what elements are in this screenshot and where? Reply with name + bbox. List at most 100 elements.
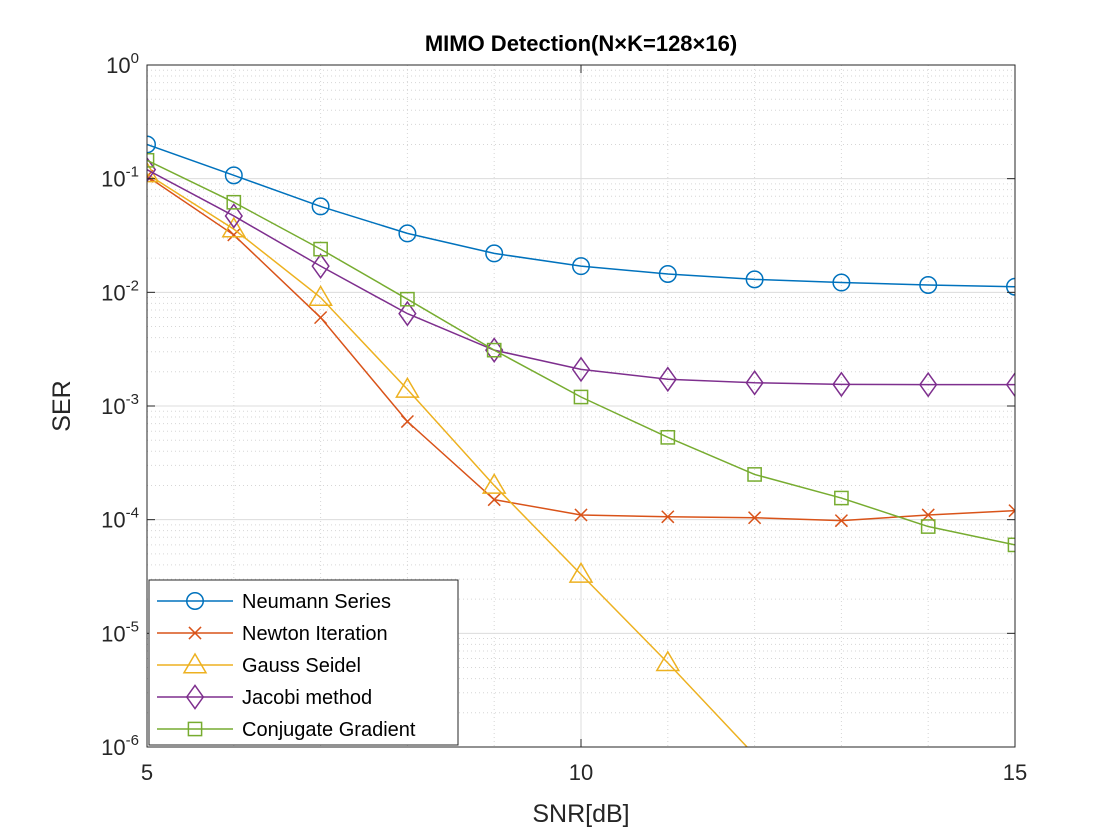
legend-item-newton-iteration: Newton Iteration: [157, 623, 388, 645]
data-point: [486, 342, 502, 358]
data-point: [1006, 277, 1015, 296]
data-point: [574, 508, 588, 522]
data-point: [1005, 371, 1015, 398]
data-point: [661, 510, 675, 524]
data-point: [182, 652, 208, 674]
data-point: [658, 366, 677, 393]
data-point: [832, 371, 851, 398]
data-point: [745, 270, 764, 289]
series-line: [147, 143, 1015, 288]
data-point: [655, 650, 681, 672]
legend: Neumann Series Newton Iteration Gauss Seid…: [148, 579, 459, 746]
series-line: [147, 173, 749, 747]
series-conjugate-gradient: [147, 152, 1015, 553]
x-axis-label: SNR[dB]: [532, 800, 629, 828]
data-point: [400, 291, 415, 307]
data-point: [1007, 537, 1015, 553]
data-point: [919, 371, 938, 398]
grid: [146, 64, 1016, 748]
data-point: [221, 216, 247, 238]
series-newton-iteration: [147, 169, 1015, 528]
data-point-stroke: [147, 175, 154, 183]
data-point: [485, 244, 504, 263]
series-line: [147, 169, 1015, 386]
y-axis-label: SER: [48, 380, 76, 431]
data-point: [226, 194, 242, 210]
data-point: [747, 467, 762, 482]
legend-label: Conjugate Gradient: [242, 719, 416, 741]
data-point: [313, 241, 328, 257]
y-tick-label: 10-6: [101, 732, 139, 760]
data-point: [147, 152, 155, 168]
chart-title: MIMO Detection(N×K=128×16): [425, 31, 737, 56]
data-point: [311, 197, 330, 216]
y-tick-label: 10-5: [101, 618, 139, 646]
data-point-stroke: [188, 626, 202, 640]
x-tick-label: 15: [1003, 760, 1027, 785]
y-tick-label: 10-1: [101, 164, 139, 192]
data-point: [919, 276, 938, 295]
legend-label: Gauss Seidel: [242, 655, 361, 677]
legend-label: Jacobi method: [242, 687, 372, 709]
series-layer: [147, 135, 1015, 747]
data-point: [311, 253, 330, 279]
data-point: [745, 369, 764, 396]
data-point: [920, 519, 936, 534]
x-tick-label: 10: [569, 760, 593, 785]
data-point: [188, 626, 202, 640]
data-point: [395, 376, 420, 398]
data-point: [834, 514, 848, 528]
data-point-stroke: [400, 414, 414, 429]
data-point: [400, 414, 414, 429]
data-point-stroke: [487, 493, 501, 507]
data-point-stroke: [921, 508, 935, 522]
legend-item-neumann-series: Neumann Series: [157, 591, 391, 613]
data-point-stroke: [1008, 504, 1015, 512]
y-tick-label: 10-2: [101, 277, 139, 305]
series-line: [147, 159, 1015, 546]
data-point: [487, 493, 501, 507]
y-tick-label: 10-3: [101, 391, 139, 419]
data-point: [748, 511, 762, 525]
data-point: [227, 228, 241, 242]
data-point-stroke: [227, 228, 241, 242]
legend-item-gauss-seidel: Gauss Seidel: [157, 652, 361, 677]
y-tick-label: 10-4: [101, 505, 139, 533]
data-point: [187, 721, 203, 737]
data-point: [660, 429, 676, 445]
legend-label: Newton Iteration: [242, 623, 388, 645]
data-point: [186, 592, 204, 610]
data-point: [224, 166, 243, 185]
data-point: [568, 561, 594, 583]
legend-item-conjugate-gradient: Conjugate Gradient: [157, 719, 416, 741]
series-neumann-series: [147, 135, 1015, 296]
data-point-stroke: [314, 310, 328, 325]
data-point: [481, 472, 507, 494]
data-point-stroke: [661, 510, 675, 524]
data-point-stroke: [834, 514, 848, 528]
data-point: [314, 310, 328, 325]
data-point: [147, 135, 156, 154]
data-point: [398, 300, 417, 327]
legend-label: Neumann Series: [242, 591, 391, 613]
x-tick-label: 5: [141, 760, 153, 785]
y-tick-label: 100: [106, 50, 139, 78]
data-point-stroke: [1008, 509, 1015, 518]
data-point: [308, 285, 333, 306]
data-point: [573, 389, 589, 405]
data-point: [147, 156, 157, 183]
data-point: [832, 273, 851, 292]
data-point: [185, 684, 205, 710]
data-point: [224, 203, 243, 229]
axis-ticks: 5 10 15 100 10-1 10-2 10-3 10-4 10-5 10-6: [101, 50, 1027, 785]
data-point: [398, 224, 417, 243]
data-point: [921, 508, 935, 522]
data-point: [571, 356, 591, 383]
legend-item-jacobi-method: Jacobi method: [157, 684, 372, 710]
data-point: [1008, 504, 1015, 518]
data-point-stroke: [748, 511, 762, 525]
data-point: [834, 490, 849, 506]
data-point: [572, 257, 590, 276]
data-point: [658, 264, 677, 283]
